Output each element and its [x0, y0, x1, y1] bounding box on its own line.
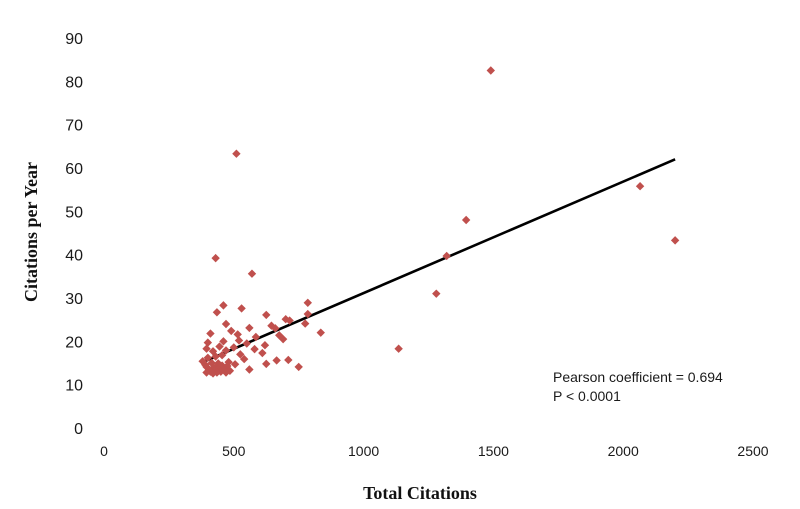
y-tick-label: 90 — [65, 31, 83, 48]
data-point — [202, 368, 211, 377]
data-point — [303, 298, 312, 307]
data-point — [262, 359, 271, 369]
data-point — [221, 346, 231, 355]
y-tick-label: 10 — [65, 378, 83, 395]
data-point — [262, 310, 271, 320]
x-tick-label: 2500 — [737, 443, 768, 459]
data-point — [206, 329, 215, 338]
x-tick-labels: 0 500 1000 1500 2000 2500 — [100, 443, 769, 459]
x-tick-label: 2000 — [608, 443, 639, 459]
x-tick-label: 500 — [222, 443, 246, 459]
data-point — [670, 236, 680, 245]
x-tick-label: 1500 — [478, 443, 509, 459]
y-tick-label: 50 — [65, 204, 83, 221]
data-point — [215, 342, 224, 351]
data-point — [278, 334, 288, 344]
data-point — [230, 360, 240, 369]
data-point — [217, 351, 227, 360]
data-point — [300, 319, 310, 328]
data-point — [219, 301, 228, 310]
data-point — [294, 362, 303, 372]
data-point — [303, 309, 312, 319]
x-axis-title: Total Citations — [363, 483, 477, 503]
data-points — [198, 66, 680, 378]
y-tick-label: 70 — [65, 118, 83, 135]
data-point — [214, 359, 223, 368]
x-tick-label: 0 — [100, 443, 108, 459]
data-point — [250, 344, 259, 354]
data-point — [251, 332, 261, 342]
data-point — [233, 330, 242, 339]
y-tick-label: 0 — [74, 421, 83, 438]
data-point — [316, 328, 325, 337]
y-tick-labels: 0 10 20 30 40 50 60 70 80 90 — [65, 31, 83, 438]
data-point — [285, 316, 294, 325]
data-point — [232, 149, 241, 158]
data-point — [260, 341, 270, 350]
data-point — [486, 66, 496, 75]
data-point — [212, 308, 222, 317]
data-point — [208, 369, 218, 378]
y-tick-label: 60 — [65, 161, 83, 178]
data-point — [203, 338, 213, 347]
y-tick-label: 30 — [65, 291, 83, 308]
data-point — [202, 344, 211, 353]
trendline — [202, 158, 676, 364]
data-point — [211, 352, 220, 361]
data-point — [242, 339, 251, 348]
data-point — [229, 343, 238, 352]
data-point — [223, 361, 232, 371]
data-point — [258, 348, 267, 358]
y-tick-label: 20 — [65, 334, 83, 351]
data-point — [272, 356, 281, 365]
data-point — [635, 182, 645, 191]
data-point — [221, 319, 231, 329]
data-point — [247, 269, 257, 278]
data-point — [461, 215, 471, 225]
data-point — [219, 337, 228, 346]
p-value-annotation: P < 0.0001 — [553, 388, 621, 404]
data-point — [236, 350, 245, 359]
data-point — [224, 357, 233, 367]
x-tick-label: 1000 — [348, 443, 379, 459]
data-point — [432, 289, 441, 298]
data-point — [203, 353, 213, 362]
data-point — [442, 251, 451, 261]
data-point — [245, 365, 254, 374]
data-point — [245, 323, 254, 333]
pearson-annotation: Pearson coefficient = 0.694 — [553, 369, 723, 385]
y-axis-title: Citations per Year — [21, 162, 41, 302]
data-point — [271, 324, 280, 333]
y-tick-label: 80 — [65, 74, 83, 91]
data-point — [284, 355, 293, 365]
data-point — [221, 368, 231, 377]
y-tick-label: 40 — [65, 248, 83, 265]
data-point — [227, 326, 236, 336]
data-point — [237, 304, 246, 313]
data-point — [394, 344, 403, 353]
data-point — [239, 354, 249, 364]
data-point — [234, 336, 244, 345]
data-point — [211, 253, 220, 263]
